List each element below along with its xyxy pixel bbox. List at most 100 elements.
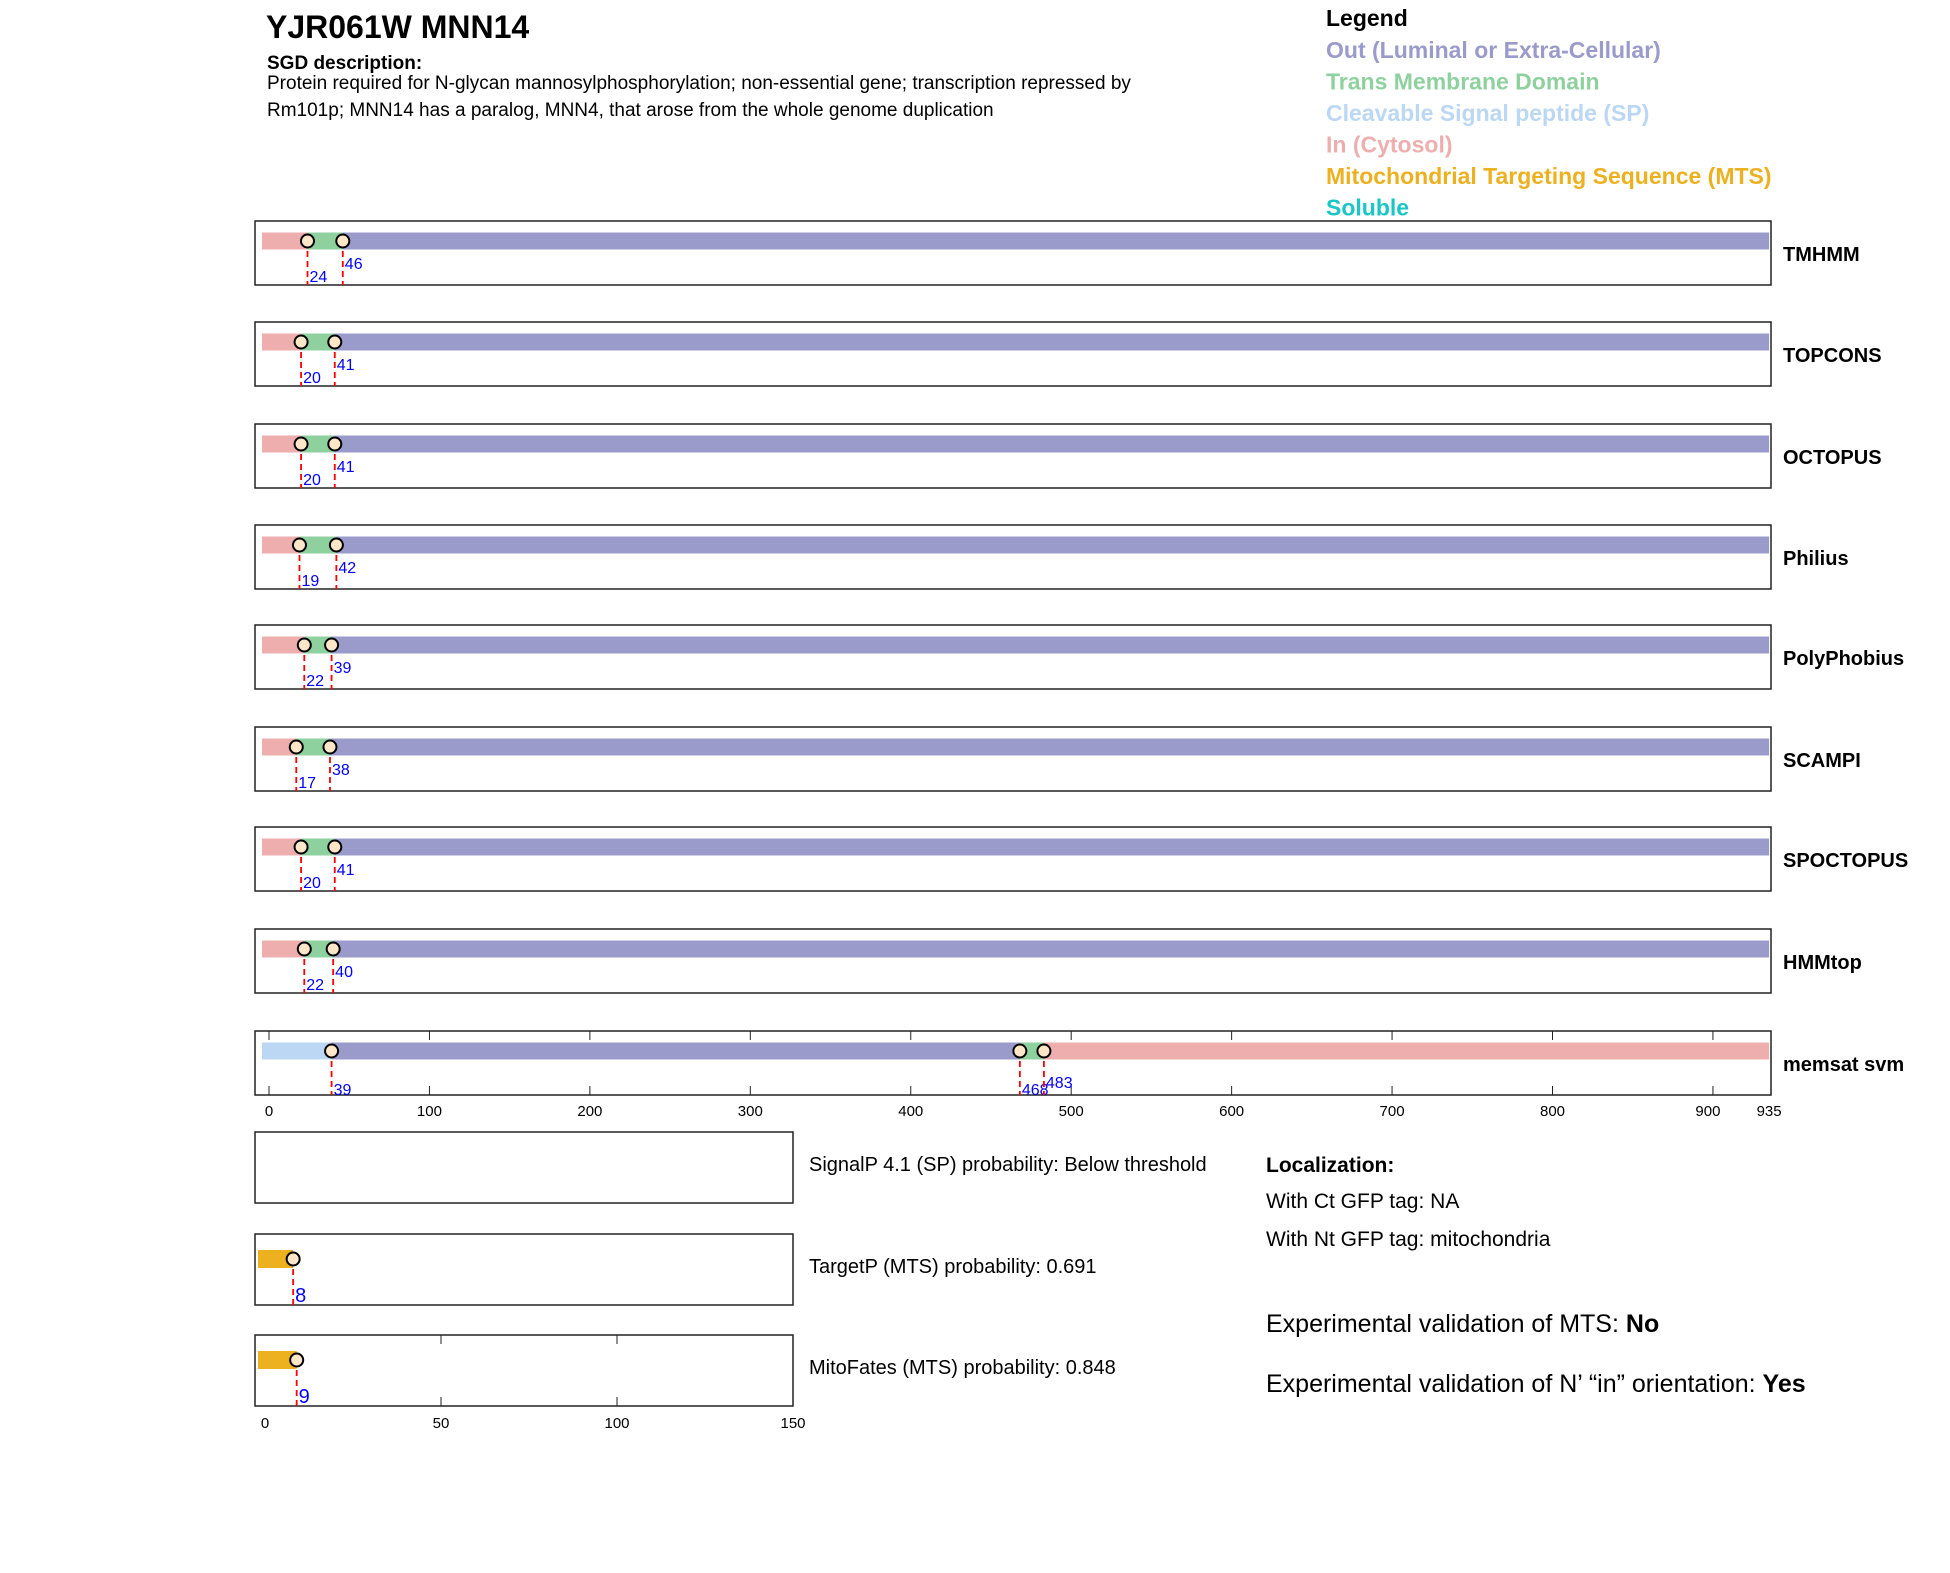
marker-label: 39 <box>334 660 352 677</box>
axis-tick-label: 100 <box>604 1415 629 1432</box>
marker-circle <box>293 839 309 855</box>
track-frame <box>254 726 1772 792</box>
track-frame <box>254 928 1772 994</box>
gene-title: YJR061W MNN14 <box>266 9 529 45</box>
legend: Legend Out (Luminal or Extra-Cellular) Tr… <box>1326 5 1772 221</box>
marker-circle <box>324 1043 340 1059</box>
marker-circle <box>289 1352 305 1368</box>
marker-label: 20 <box>303 875 321 892</box>
track-label: MitoFates (MTS) probability: 0.848 <box>809 1357 1116 1379</box>
marker-circle <box>300 233 316 249</box>
axis-tick-label: 400 <box>898 1103 923 1120</box>
track-frame <box>254 1131 794 1204</box>
track-label: SPOCTOPUS <box>1783 850 1908 872</box>
segment-in <box>262 940 305 958</box>
marker-circle <box>1036 1043 1052 1059</box>
track-spoctopus: 20 41 SPOCTOPUS <box>254 826 1908 892</box>
track-label: SignalP 4.1 (SP) probability: Below thre… <box>809 1154 1207 1176</box>
track-label: TargetP (MTS) probability: 0.691 <box>809 1256 1097 1278</box>
marker-circle <box>327 334 343 350</box>
marker-circle <box>293 334 309 350</box>
segment-sp <box>262 1042 332 1060</box>
track-targetp: 8 TargetP (MTS) probability: 0.691 <box>254 1233 1097 1307</box>
segment-out <box>334 333 1770 351</box>
marker-circle <box>291 537 307 553</box>
track-label: OCTOPUS <box>1783 447 1882 469</box>
marker-circle <box>288 739 304 755</box>
axis-tick-label: 150 <box>780 1415 805 1432</box>
track-frame <box>254 321 1772 387</box>
track-frame <box>254 624 1772 690</box>
axis-tick-label: 900 <box>1695 1103 1720 1120</box>
predictor-tracks: 24 46 TMHMM 20 41 TOPCONS 20 41 OCTOPUS 19 42 Phili… <box>254 220 1908 1120</box>
axis-tick-label: 935 <box>1757 1103 1782 1120</box>
marker-circle <box>327 436 343 452</box>
localization-panel: Localization: With Ct GFP tag: NA With N… <box>1266 1154 1806 1398</box>
axis-tick-label: 500 <box>1059 1103 1084 1120</box>
segment-out <box>331 636 1770 654</box>
track-octopus: 20 41 OCTOPUS <box>254 423 1882 489</box>
axis-tick-label: 800 <box>1540 1103 1565 1120</box>
marker-label: 41 <box>337 357 355 374</box>
legend-item: In (Cytosol) <box>1326 132 1453 158</box>
marker-label: 42 <box>338 560 356 577</box>
ct-gfp: With Ct GFP tag: NA <box>1266 1190 1459 1213</box>
track-label: TOPCONS <box>1783 345 1882 367</box>
marker-circle <box>296 637 312 653</box>
track-label: HMMtop <box>1783 952 1862 974</box>
marker-circle <box>1012 1043 1028 1059</box>
track-label: SCAMPI <box>1783 750 1861 772</box>
segment-in <box>262 738 297 756</box>
segment-out <box>329 738 1770 756</box>
track-label: PolyPhobius <box>1783 648 1904 670</box>
mts-validation: Experimental validation of MTS: No <box>1266 1310 1659 1338</box>
marker-circle <box>328 537 344 553</box>
marker-label: 8 <box>295 1285 306 1307</box>
marker-circle <box>293 436 309 452</box>
segment-mts <box>258 1351 297 1369</box>
axis-tick-label: 600 <box>1219 1103 1244 1120</box>
segment-in <box>262 435 302 453</box>
description-line-1: Protein required for N-glycan mannosylph… <box>267 73 1131 94</box>
marker-label: 41 <box>337 862 355 879</box>
localization-title: Localization: <box>1266 1154 1394 1177</box>
description-label: SGD description: <box>267 53 422 74</box>
segment-out <box>334 838 1770 856</box>
segment-in <box>262 333 302 351</box>
marker-label: 17 <box>298 775 316 792</box>
marker-circle <box>335 233 351 249</box>
track-frame <box>254 826 1772 892</box>
segment-tm <box>304 636 332 654</box>
legend-item: Out (Luminal or Extra-Cellular) <box>1326 37 1661 63</box>
marker-circle <box>296 941 312 957</box>
axis-tick-label: 200 <box>577 1103 602 1120</box>
segment-tm <box>304 940 334 958</box>
axis-tick-label: 100 <box>417 1103 442 1120</box>
track-topcons: 20 41 TOPCONS <box>254 321 1882 387</box>
segment-tm <box>301 435 335 453</box>
marker-label: 468 <box>1022 1082 1049 1099</box>
segment-in <box>262 838 302 856</box>
segment-in <box>1043 1042 1770 1060</box>
marker-label: 38 <box>332 762 350 779</box>
legend-item: Trans Membrane Domain <box>1326 69 1600 95</box>
segment-in <box>262 232 308 250</box>
legend-item: Mitochondrial Targeting Sequence (MTS) <box>1326 163 1772 189</box>
axis-tick-label: 0 <box>261 1415 269 1432</box>
marker-label: 483 <box>1046 1075 1073 1092</box>
track-polyphobius: 22 39 PolyPhobius <box>254 624 1904 690</box>
track-signalp: SignalP 4.1 (SP) probability: Below thre… <box>254 1131 1207 1204</box>
marker-label: 41 <box>337 459 355 476</box>
marker-label: 9 <box>299 1386 310 1408</box>
marker-label: 20 <box>303 370 321 387</box>
legend-item: Soluble <box>1326 195 1409 221</box>
orientation-validation: Experimental validation of N’ “in” orien… <box>1266 1370 1806 1398</box>
segment-tm <box>301 333 335 351</box>
marker-label: 24 <box>310 269 328 286</box>
segment-out <box>334 435 1770 453</box>
segment-tm <box>299 536 337 554</box>
mts-validation-label: Experimental validation of MTS: <box>1266 1310 1626 1338</box>
marker-circle <box>285 1251 301 1267</box>
